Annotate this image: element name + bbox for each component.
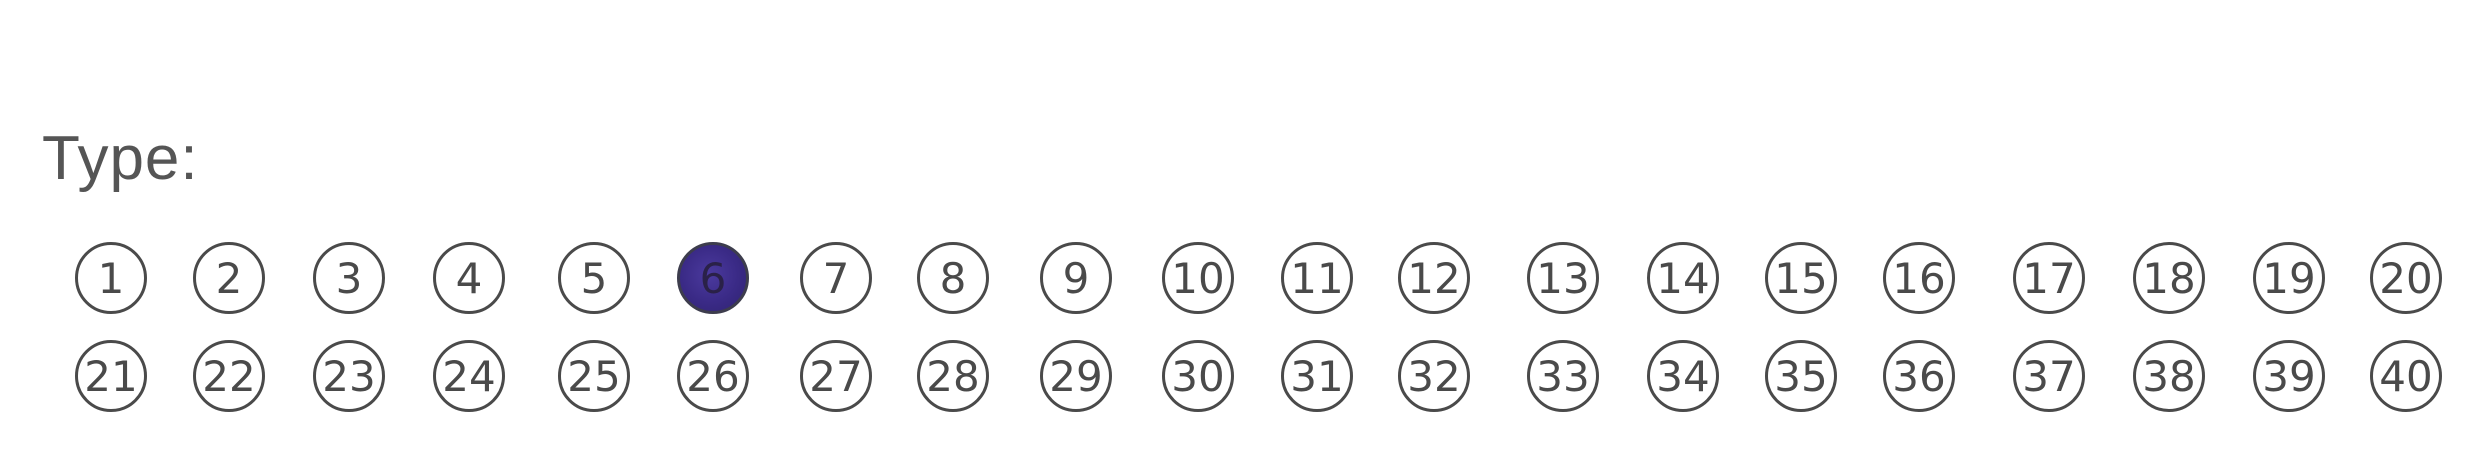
bubble-6[interactable]: 6 [677,242,749,314]
bubble-21[interactable]: 21 [75,340,147,412]
bubble-33[interactable]: 33 [1527,340,1599,412]
bubble-12[interactable]: 12 [1398,242,1470,314]
bubble-row-2: 21 22 23 24 25 26 27 28 29 30 31 32 33 34 35 36 37 38 39 40 [0,340,2480,420]
bubble-17[interactable]: 17 [2013,242,2085,314]
bubble-15[interactable]: 15 [1765,242,1837,314]
bubble-9[interactable]: 9 [1040,242,1112,314]
bubble-28[interactable]: 28 [917,340,989,412]
bubble-18[interactable]: 18 [2133,242,2205,314]
bubble-35[interactable]: 35 [1765,340,1837,412]
bubble-25[interactable]: 25 [558,340,630,412]
bubble-36[interactable]: 36 [1883,340,1955,412]
bubble-14[interactable]: 14 [1647,242,1719,314]
type-label: Type: [42,124,199,193]
bubble-38[interactable]: 38 [2133,340,2205,412]
bubble-11[interactable]: 11 [1281,242,1353,314]
bubble-22[interactable]: 22 [193,340,265,412]
bubble-19[interactable]: 19 [2253,242,2325,314]
bubble-32[interactable]: 32 [1398,340,1470,412]
bubble-7[interactable]: 7 [800,242,872,314]
bubble-13[interactable]: 13 [1527,242,1599,314]
bubble-3[interactable]: 3 [313,242,385,314]
bubble-30[interactable]: 30 [1162,340,1234,412]
bubble-10[interactable]: 10 [1162,242,1234,314]
bubble-40[interactable]: 40 [2370,340,2442,412]
bubble-5[interactable]: 5 [558,242,630,314]
bubble-39[interactable]: 39 [2253,340,2325,412]
bubble-34[interactable]: 34 [1647,340,1719,412]
bubble-24[interactable]: 24 [433,340,505,412]
bubble-2[interactable]: 2 [193,242,265,314]
bubble-29[interactable]: 29 [1040,340,1112,412]
bubble-4[interactable]: 4 [433,242,505,314]
bubble-8[interactable]: 8 [917,242,989,314]
bubble-1[interactable]: 1 [75,242,147,314]
bubble-row-1: 1 2 3 4 5 6 7 8 9 10 11 12 13 14 15 16 17 18 19 20 [0,242,2480,322]
bubble-27[interactable]: 27 [800,340,872,412]
bubble-20[interactable]: 20 [2370,242,2442,314]
bubble-26[interactable]: 26 [677,340,749,412]
bubble-16[interactable]: 16 [1883,242,1955,314]
bubble-23[interactable]: 23 [313,340,385,412]
bubble-31[interactable]: 31 [1281,340,1353,412]
bubble-37[interactable]: 37 [2013,340,2085,412]
